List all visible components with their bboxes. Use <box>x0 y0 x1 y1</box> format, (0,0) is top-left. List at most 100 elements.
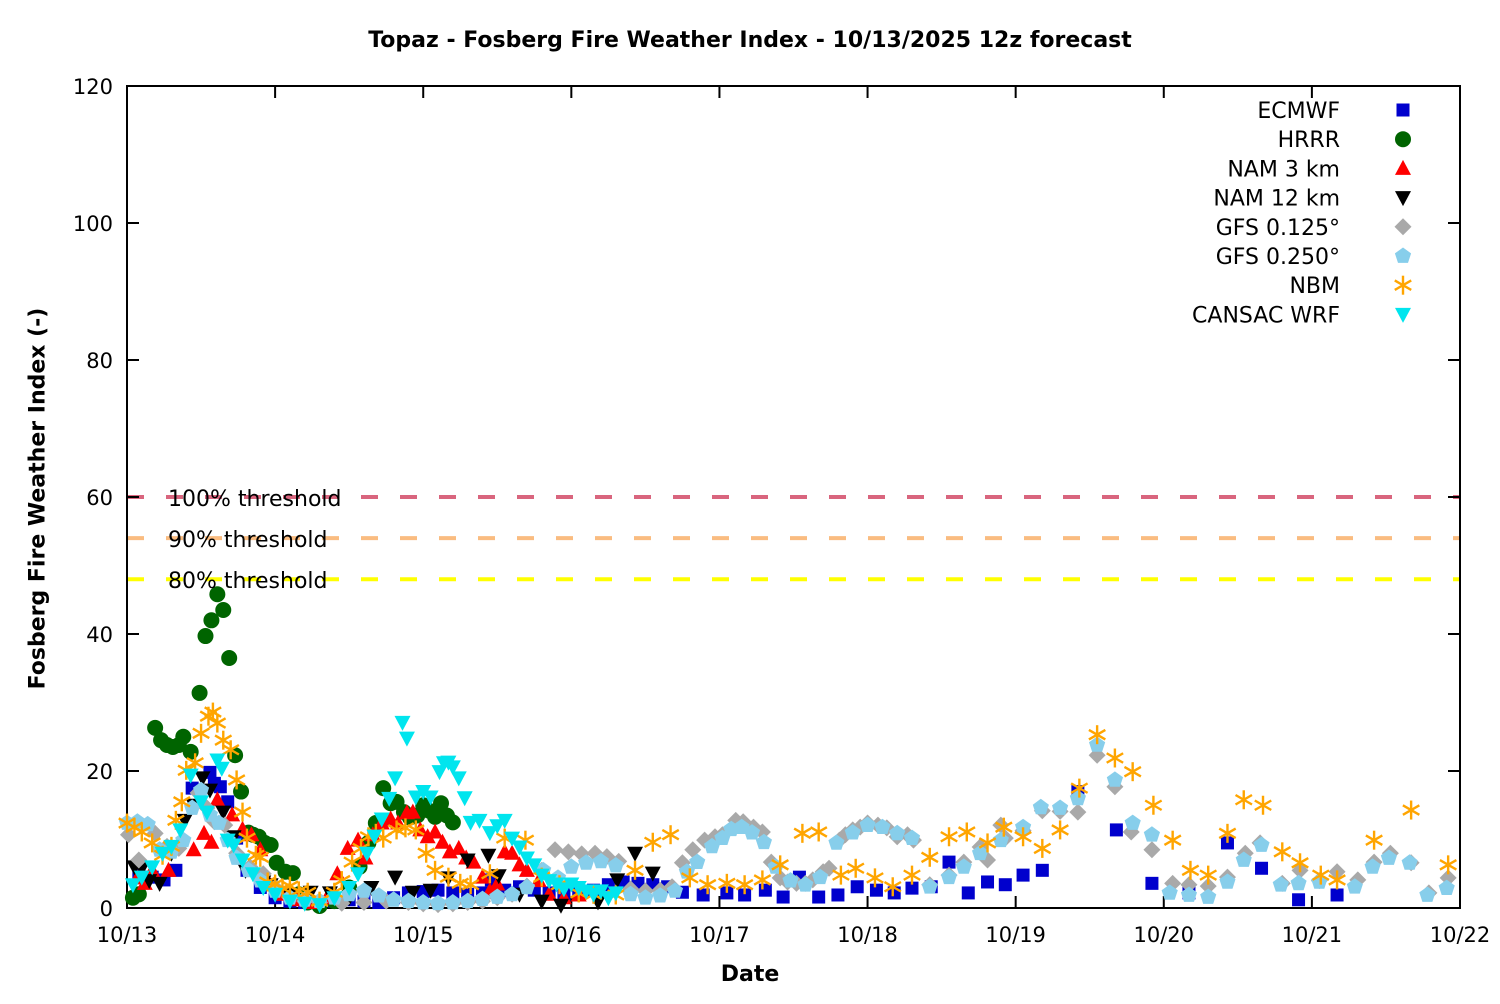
data-point-gfs-0-250 <box>828 834 845 850</box>
data-point-nbm <box>680 868 699 888</box>
data-point-cansac-wrf <box>311 898 328 914</box>
data-point-ecmwf <box>758 883 772 897</box>
data-point-nbm <box>626 860 644 880</box>
data-point-gfs-0-250 <box>622 885 639 902</box>
data-point-cansac-wrf <box>193 795 210 811</box>
data-point-gfs-0-250 <box>1253 836 1270 852</box>
data-point-cansac-wrf <box>489 819 506 835</box>
data-point-gfs-0-125 <box>1069 803 1087 821</box>
data-point-gfs-0-250 <box>940 868 958 885</box>
data-point-cansac-wrf <box>124 878 141 894</box>
data-point-nam-3-km <box>504 844 521 860</box>
data-point-gfs-0-250 <box>782 872 799 888</box>
data-point-gfs-0-125 <box>130 851 148 869</box>
data-point-cansac-wrf <box>407 790 424 806</box>
data-point-gfs-0-250 <box>474 890 491 906</box>
data-point-nam-3-km <box>196 824 213 840</box>
data-point-gfs-0-250 <box>955 858 972 874</box>
data-point-gfs-0-250 <box>1438 879 1455 895</box>
data-point-ecmwf <box>720 886 734 900</box>
data-point-cansac-wrf <box>533 868 550 884</box>
y-tick-label: 100 <box>73 212 113 236</box>
data-point-ecmwf <box>213 780 227 794</box>
y-tick-label: 60 <box>86 486 113 510</box>
data-point-gfs-0-250 <box>607 857 624 873</box>
legend-label-1: HRRR <box>1278 128 1340 153</box>
data-point-nbm <box>1088 725 1106 745</box>
data-point-ecmwf <box>998 878 1012 892</box>
data-point-nbm <box>1402 800 1420 820</box>
data-point-cansac-wrf <box>326 891 343 907</box>
data-point-cansac-wrf <box>225 838 242 854</box>
data-point-nam-3-km <box>185 841 202 857</box>
data-point-hrrr <box>175 728 192 745</box>
data-point-cansac-wrf <box>496 813 513 829</box>
x-tick-label: 10/21 <box>1282 923 1343 947</box>
data-point-cansac-wrf <box>398 731 415 747</box>
data-point-gfs-0-250 <box>429 894 447 911</box>
data-point-gfs-0-250 <box>1401 854 1418 870</box>
data-point-gfs-0-250 <box>1069 789 1086 806</box>
data-point-cansac-wrf <box>163 839 180 855</box>
data-point-nbm <box>1234 790 1253 810</box>
data-point-hrrr <box>147 719 164 736</box>
data-point-ecmwf <box>1145 876 1159 890</box>
data-point-hrrr <box>221 649 238 666</box>
data-point-gfs-0-250 <box>1161 884 1178 900</box>
data-point-gfs-0-250 <box>210 814 227 830</box>
legend-marker-6 <box>1394 275 1412 295</box>
data-point-nbm <box>957 822 976 842</box>
data-point-ecmwf <box>812 890 826 904</box>
data-point-gfs-0-250 <box>355 882 373 898</box>
data-point-nam-12-km <box>459 853 476 869</box>
data-point-gfs-0-250 <box>797 876 814 892</box>
data-point-nam-3-km <box>434 833 451 849</box>
threshold-label-60: 100% threshold <box>168 487 342 512</box>
data-point-nbm <box>143 833 162 853</box>
data-point-ecmwf <box>1330 888 1344 902</box>
x-tick-label: 10/15 <box>393 923 454 947</box>
data-point-nbm <box>940 827 958 847</box>
legend-marker-4 <box>1394 218 1412 236</box>
y-tick-label: 40 <box>86 623 113 647</box>
data-point-nbm <box>1163 830 1182 850</box>
data-point-nam-12-km <box>151 876 168 892</box>
data-point-gfs-0-250 <box>1124 814 1141 830</box>
data-point-gfs-0-125 <box>559 843 577 861</box>
data-point-nbm <box>1291 853 1309 873</box>
chart-title: Topaz - Fosberg Fire Weather Index - 10/… <box>368 28 1132 53</box>
legend-label-3: NAM 12 km <box>1213 187 1340 212</box>
data-point-nam-3-km <box>511 856 528 872</box>
data-point-nbm <box>1273 842 1292 862</box>
data-point-gfs-0-250 <box>652 887 669 903</box>
data-point-ecmwf <box>850 880 864 894</box>
data-point-nam-3-km <box>339 839 356 855</box>
data-point-gfs-0-250 <box>1219 873 1236 889</box>
data-point-gfs-0-250 <box>175 831 192 848</box>
data-point-nbm <box>1014 827 1032 847</box>
data-point-gfs-0-250 <box>1364 858 1381 874</box>
data-point-cansac-wrf <box>444 760 461 776</box>
data-point-gfs-0-250 <box>400 892 417 908</box>
data-point-gfs-0-250 <box>1419 886 1436 902</box>
data-point-nbm <box>208 713 227 733</box>
data-point-gfs-0-125 <box>546 841 564 859</box>
data-point-cansac-wrf <box>133 870 150 886</box>
data-point-nam-12-km <box>490 869 507 885</box>
data-point-nbm <box>718 873 736 893</box>
data-point-cansac-wrf <box>281 894 298 910</box>
data-point-nam-3-km <box>203 833 220 849</box>
data-point-cansac-wrf <box>526 858 543 874</box>
data-point-gfs-0-250 <box>489 888 506 904</box>
data-point-nam-12-km <box>609 873 626 889</box>
legend-label-6: NBM <box>1289 274 1340 299</box>
data-point-cansac-wrf <box>296 896 313 912</box>
legend-label-5: GFS 0.250° <box>1216 245 1340 270</box>
data-point-gfs-0-250 <box>1015 818 1032 834</box>
data-point-nbm <box>221 740 240 760</box>
data-point-hrrr <box>203 612 220 629</box>
data-point-cansac-wrf <box>172 823 189 839</box>
data-point-nbm <box>771 855 789 875</box>
data-point-nam-12-km <box>533 894 550 910</box>
